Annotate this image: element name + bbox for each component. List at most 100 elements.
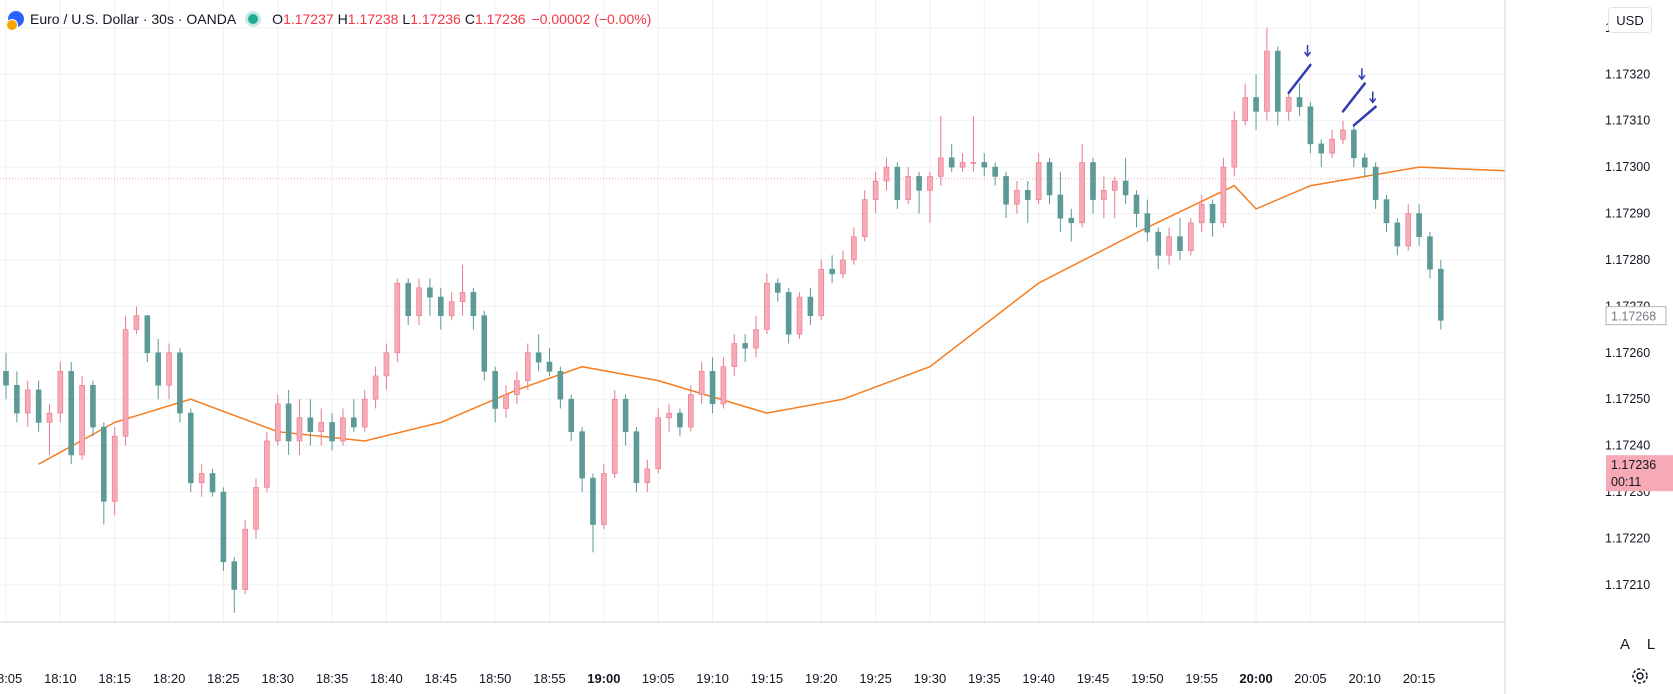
countdown-label: 00:11 (1611, 475, 1641, 489)
price-tick-label: 1.17310 (1605, 114, 1650, 128)
candle-body (264, 440, 270, 488)
candle (1405, 204, 1412, 251)
candle (111, 427, 118, 516)
candle (198, 464, 205, 497)
currency-button[interactable]: USD (1608, 7, 1652, 33)
candle-body (840, 259, 846, 275)
candle-body (79, 384, 85, 456)
trendline-drawing[interactable] (1287, 63, 1312, 95)
symbol-title[interactable]: Euro / U.S. Dollar · 30s · OANDA (30, 11, 237, 27)
time-tick-label: 19:20 (805, 671, 838, 686)
candle (666, 403, 672, 432)
candle (1372, 162, 1379, 209)
candle (1220, 157, 1227, 228)
candle (1361, 153, 1368, 177)
candle (264, 431, 270, 493)
arrow-down-icon[interactable] (1358, 68, 1366, 81)
candle (1296, 83, 1303, 117)
candle-body (709, 371, 716, 405)
candle-body (1242, 97, 1248, 121)
candle-body (394, 282, 401, 354)
candle-body (166, 352, 172, 386)
candle-body (1264, 50, 1270, 112)
candle-body (644, 468, 651, 484)
gray-price-marker (1605, 306, 1667, 326)
candle-body (883, 166, 890, 182)
price-tick-label: 1.17300 (1605, 160, 1650, 174)
candle-body (1188, 222, 1194, 251)
candle-body (948, 157, 955, 168)
price-axis-bg (1505, 0, 1673, 694)
candle-body (481, 315, 488, 372)
time-tick-label: 20:15 (1403, 671, 1436, 686)
drawing-annotations[interactable] (1287, 45, 1377, 127)
candle (731, 334, 738, 376)
candle (981, 153, 988, 177)
market-status-icon (248, 14, 259, 24)
candle-body (524, 352, 531, 381)
time-tick-label: 19:55 (1185, 671, 1218, 686)
candle-body (546, 361, 553, 372)
auto-scale-button[interactable]: A (1619, 636, 1630, 653)
candle (1024, 181, 1031, 223)
candle (383, 343, 390, 390)
time-tick-label: 19:45 (1077, 671, 1110, 686)
candle (688, 385, 694, 432)
candle-body (1372, 166, 1379, 200)
time-tick-label: 18:55 (533, 671, 566, 686)
candle-body (492, 371, 498, 409)
candle (101, 422, 107, 525)
arrow-down-icon[interactable] (1303, 45, 1312, 58)
high-label: H (337, 11, 348, 27)
arrow-down-icon[interactable] (1369, 91, 1377, 104)
candle-body (144, 315, 151, 354)
candle (655, 408, 662, 474)
candle (785, 287, 792, 344)
price-tick-label: 1.17210 (1605, 578, 1650, 592)
candle (1003, 171, 1009, 219)
candle-body (1101, 190, 1107, 200)
candle-body (1035, 162, 1042, 200)
candle (1014, 181, 1020, 214)
candle (3, 352, 9, 400)
candle (644, 459, 651, 493)
candle (1416, 204, 1422, 247)
candle-body (448, 301, 455, 316)
candle-body (1394, 222, 1401, 247)
candle (329, 413, 335, 451)
candle-body (307, 417, 314, 432)
time-axis-bg (0, 622, 1673, 694)
candle (296, 399, 303, 455)
candle (427, 278, 433, 316)
candle (568, 394, 575, 441)
candle-body (329, 422, 335, 442)
candle (416, 278, 422, 325)
trendline-drawing[interactable] (1352, 105, 1377, 127)
candle-body (785, 292, 792, 335)
price-tick-label: 1.17290 (1605, 207, 1650, 221)
candle (970, 116, 977, 172)
candle (1057, 171, 1064, 233)
candle (622, 394, 629, 446)
candle (57, 362, 64, 423)
candle (601, 464, 607, 530)
log-scale-button[interactable]: L (1646, 636, 1656, 653)
candle-body (1133, 194, 1140, 214)
time-tick-label: 19:15 (751, 671, 784, 686)
candle (90, 380, 96, 437)
candle-body (1024, 190, 1031, 200)
time-tick-label: 18:50 (479, 671, 512, 686)
candle (1329, 129, 1335, 158)
candle-body (851, 236, 857, 261)
candle (1340, 120, 1346, 144)
candle-body (503, 394, 509, 409)
change-value: −0.00002 (−0.00%) (531, 11, 652, 27)
gear-icon[interactable] (1628, 664, 1652, 688)
close-label: C (464, 11, 475, 27)
candle-body (416, 287, 422, 316)
trendline-drawing[interactable] (1341, 82, 1366, 113)
candle-body (611, 398, 618, 474)
candle (677, 408, 683, 437)
